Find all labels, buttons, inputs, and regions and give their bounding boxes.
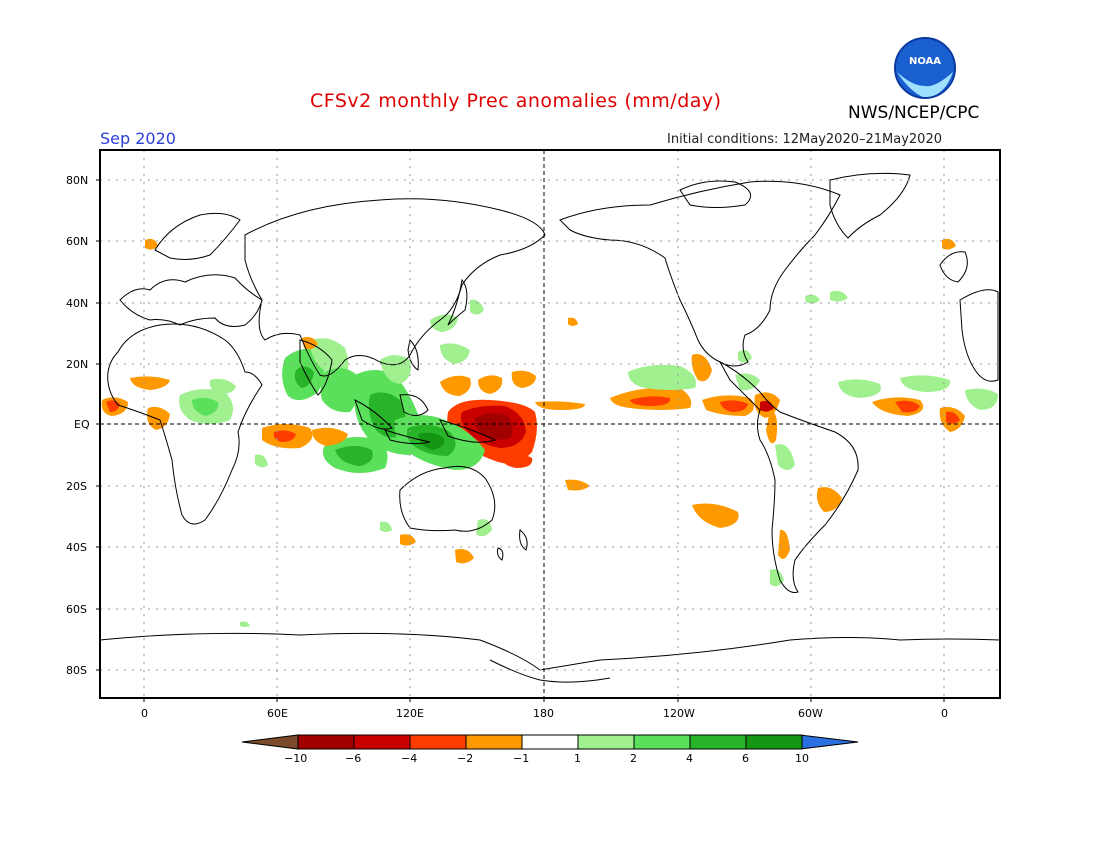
equator-dateline: [100, 150, 1000, 698]
coastlines: [99, 172, 1001, 683]
axis-ticks: [96, 179, 945, 702]
colorbar-cell-1: [297, 734, 355, 750]
cbar-label-1: −10: [284, 752, 308, 765]
lon-label-120e: 120E: [396, 707, 424, 720]
colorbar: [241, 734, 859, 750]
lon-label-60e: 60E: [267, 707, 288, 720]
lat-label-80s: 80S: [66, 664, 87, 677]
lon-label-0-east: 0: [941, 707, 948, 720]
cbar-label-5: −1: [513, 752, 530, 765]
colorbar-cell-9: [745, 734, 803, 750]
cbar-label-4: −2: [457, 752, 474, 765]
lat-label-20s: 20S: [66, 480, 87, 493]
colorbar-cell-8: [689, 734, 747, 750]
colorbar-cell-2: [353, 734, 411, 750]
lat-label-40n: 40N: [66, 297, 89, 310]
lat-label-60n: 60N: [66, 235, 89, 248]
forecast-month: Sep 2020: [100, 129, 176, 148]
lat-label-60s: 60S: [66, 603, 87, 616]
lat-label-80n: 80N: [66, 174, 89, 187]
lon-label-180: 180: [533, 707, 554, 720]
lon-label-120w: 120W: [663, 707, 695, 720]
lat-label-20n: 20N: [66, 358, 89, 371]
noaa-logo: NOAA: [894, 37, 956, 99]
lon-label-60w: 60W: [798, 707, 823, 720]
cbar-label-6: 1: [574, 752, 581, 765]
cbar-label-10: 10: [795, 752, 809, 765]
cbar-label-2: −6: [345, 752, 362, 765]
anomaly-fields: [101, 238, 998, 627]
cbar-label-3: −4: [401, 752, 418, 765]
colorbar-cell-7: [633, 734, 691, 750]
colorbar-cell-4: [465, 734, 523, 750]
map-title: CFSv2 monthly Prec anomalies (mm/day): [310, 90, 722, 112]
lat-label-40s: 40S: [66, 541, 87, 554]
cbar-label-9: 6: [742, 752, 749, 765]
cbar-label-7: 2: [630, 752, 637, 765]
colorbar-high-arrow: [799, 734, 859, 750]
agency-label: NWS/NCEP/CPC: [848, 103, 980, 123]
initial-conditions: Initial conditions: 12May2020–21May2020: [667, 132, 942, 147]
lon-label-0-west: 0: [141, 707, 148, 720]
colorbar-low-arrow: [241, 734, 299, 750]
colorbar-cell-3: [409, 734, 467, 750]
noaa-logo-text: NOAA: [909, 56, 941, 67]
cbar-label-8: 4: [686, 752, 693, 765]
colorbar-cell-6: [577, 734, 635, 750]
lat-label-eq: EQ: [74, 418, 90, 431]
colorbar-cell-5: [521, 734, 579, 750]
